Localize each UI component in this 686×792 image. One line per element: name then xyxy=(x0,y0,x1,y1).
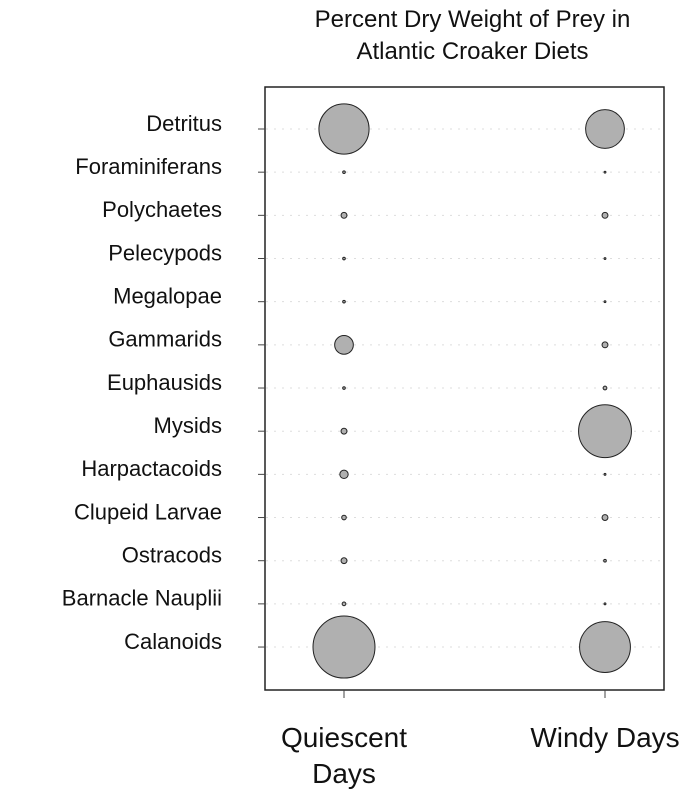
bubble xyxy=(312,615,376,679)
bubble xyxy=(334,335,354,355)
bubble xyxy=(340,557,348,565)
bubble xyxy=(603,602,607,606)
y-tick-label: Polychaetes xyxy=(102,197,222,222)
y-tick-label: Foraminiferans xyxy=(75,154,222,179)
y-tick-label: Megalopae xyxy=(113,283,222,308)
bubble xyxy=(341,601,347,607)
bubble xyxy=(341,514,347,521)
y-tick-label: Ostracods xyxy=(122,543,222,568)
y-tick-label: Pelecypods xyxy=(108,240,222,265)
bubble xyxy=(578,404,632,459)
bubble xyxy=(602,385,608,391)
y-tick-label: Harpactacoids xyxy=(81,456,222,481)
bubble xyxy=(340,427,348,435)
bubble xyxy=(342,256,346,261)
bubble xyxy=(342,299,346,304)
bubble xyxy=(339,469,349,480)
bubble xyxy=(603,300,607,304)
bubble xyxy=(342,170,346,174)
chart-title: Percent Dry Weight of Prey in Atlantic C… xyxy=(314,6,631,65)
bubble xyxy=(603,257,607,260)
x-tick-label: Windy Days xyxy=(530,722,680,753)
y-tick-label: Barnacle Nauplii xyxy=(62,586,222,611)
bubble xyxy=(601,211,609,219)
bubble xyxy=(318,103,370,155)
bubble xyxy=(603,170,607,174)
bubble xyxy=(603,472,607,476)
bubble xyxy=(340,211,348,219)
bubble xyxy=(601,514,609,521)
bubble xyxy=(601,341,609,349)
y-tick-label: Mysids xyxy=(154,413,222,438)
bubble xyxy=(342,386,346,390)
bubble xyxy=(603,558,607,563)
y-tick-label: Calanoids xyxy=(124,629,222,654)
bubble xyxy=(579,621,631,673)
x-tick-label: Quiescent Days xyxy=(280,722,408,789)
y-tick-label: Detritus xyxy=(146,111,222,136)
y-tick-label: Clupeid Larvae xyxy=(74,499,222,524)
y-tick-label: Euphausids xyxy=(107,370,222,395)
y-tick-label: Gammarids xyxy=(108,327,222,352)
bubble xyxy=(585,109,625,149)
